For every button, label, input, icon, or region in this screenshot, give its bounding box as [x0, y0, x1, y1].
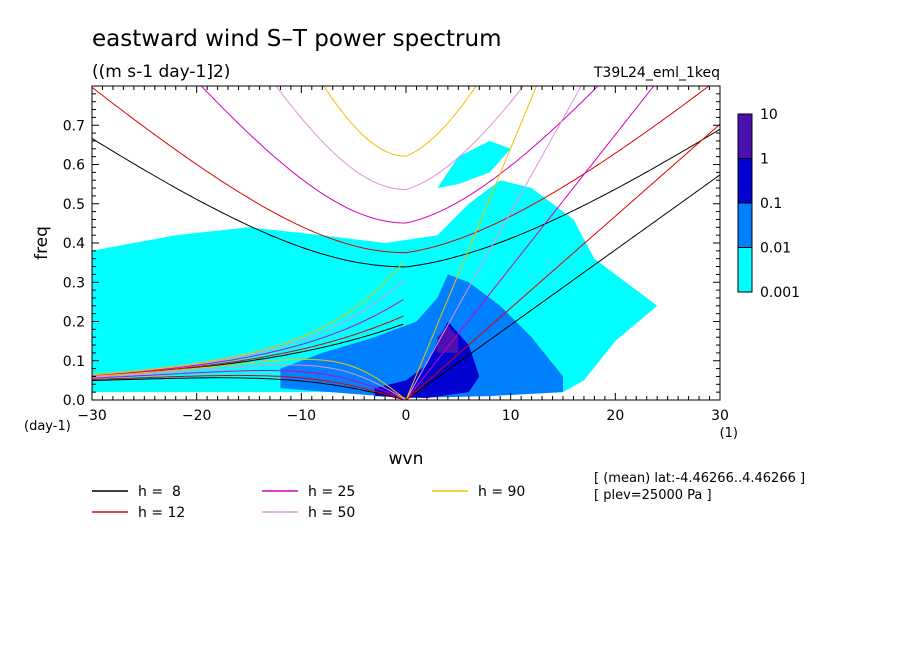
series-3-rossby-curve [92, 364, 407, 400]
colorbar-label: 10 [760, 107, 778, 123]
series-2-rossby-curve [92, 370, 407, 400]
legend: h = 8 h = 12 h = 25 h = 50 h = 90 [92, 484, 525, 521]
annotation-lat: [ (mean) lat:-4.46266..4.46266 ] [594, 471, 805, 486]
y-tick-label: 0.5 [63, 197, 85, 213]
x-tick-label: 20 [606, 408, 624, 424]
chart-title: eastward wind S–T power spectrum [92, 26, 502, 52]
series-4-rossby-curve [92, 358, 407, 400]
y-tick-label: 0.7 [63, 118, 85, 134]
series-4-mrg-curve [92, 261, 404, 376]
series-0-kelvin-curve [405, 174, 720, 400]
legend-label: h = 12 [138, 505, 185, 521]
colorbar-label: 0.001 [760, 285, 800, 301]
y-tick-label: 0.6 [63, 158, 85, 174]
colorbar-swatch [737, 202, 753, 248]
x-tick-label: 0 [402, 408, 411, 424]
dispersion-curves [92, 86, 720, 400]
series-1-kelvin-curve [405, 123, 720, 400]
x-axis-ticks: −30 −20 −10 0 10 20 30 [77, 86, 729, 424]
colorbar-swatch [737, 158, 753, 204]
y-tick-label: 0.4 [63, 236, 85, 252]
series-2-igw-curve [200, 86, 599, 224]
colorbar-swatch [737, 113, 753, 159]
colorbar-label: 0.1 [760, 196, 782, 212]
power-region-1 [437, 140, 511, 188]
x-tick-label: −20 [182, 408, 212, 424]
power-region-2 [280, 274, 563, 398]
power-fill-layer [92, 140, 658, 398]
x-axis-label: wvn [389, 449, 424, 469]
y-tick-label: 0.2 [63, 315, 85, 331]
x-tick-label: −30 [77, 408, 107, 424]
legend-label: h = 90 [478, 484, 525, 500]
series-1-mrg-curve [92, 315, 404, 377]
legend-label: h = 50 [308, 505, 355, 521]
y-axis-ticks: 0.0 0.1 0.2 0.3 0.4 0.5 0.6 0.7 [63, 85, 720, 409]
series-0-rossby-curve [92, 377, 407, 400]
series-1-rossby-curve [92, 374, 407, 400]
series-4-kelvin-curve [405, 86, 538, 400]
power-region-4 [437, 325, 459, 353]
series-3-kelvin-curve [405, 86, 582, 400]
run-label: T39L24_eml_1keq [593, 65, 720, 81]
chart-subtitle: ((m s-1 day-1]2) [92, 62, 230, 82]
y-axis-label: freq [32, 226, 52, 260]
series-3-igw-curve [275, 86, 525, 190]
y-tick-label: 0.1 [63, 354, 85, 370]
annotation-plev: [ plev=25000 Pa ] [594, 488, 712, 503]
y-tick-label: 0.3 [63, 275, 85, 291]
y-unit-label: (day-1) [24, 419, 71, 434]
series-1-igw-curve [92, 86, 710, 254]
x-tick-label: −10 [287, 408, 317, 424]
series-2-mrg-curve [92, 299, 404, 376]
y-tick-label: 0.0 [63, 393, 85, 409]
x-tick-label: 10 [502, 408, 520, 424]
x-tick-label: 30 [711, 408, 729, 424]
series-0-igw-curve [92, 128, 720, 268]
colorbar-swatch [737, 247, 753, 293]
legend-label: h = 8 [138, 484, 181, 500]
series-2-kelvin-curve [405, 86, 655, 400]
legend-label: h = 25 [308, 484, 355, 500]
x-unit-label: (1) [720, 426, 738, 441]
colorbar-label: 0.01 [760, 241, 791, 257]
colorbar: 10 1 0.1 0.01 0.001 [737, 107, 800, 301]
colorbar-label: 1 [760, 152, 769, 168]
series-4-igw-curve [323, 86, 477, 157]
